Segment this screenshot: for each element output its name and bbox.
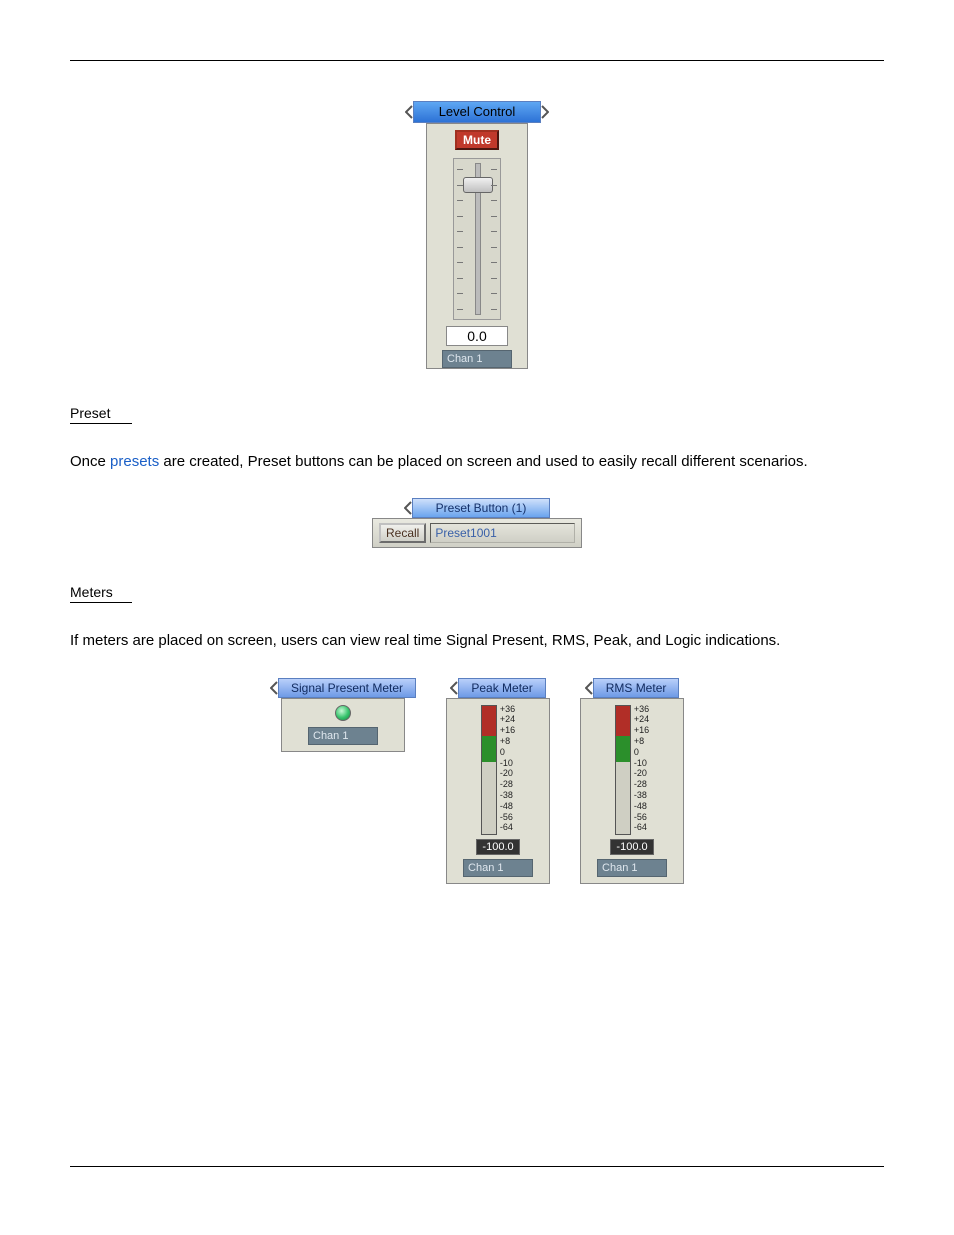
grip-left-icon bbox=[450, 681, 458, 695]
peak-bar bbox=[481, 705, 497, 835]
scale-label: -28 bbox=[500, 780, 515, 789]
scale-label: -64 bbox=[500, 823, 515, 832]
scale-label: +36 bbox=[634, 705, 649, 714]
mute-button[interactable]: Mute bbox=[455, 130, 499, 150]
rms-scale: +36+24 +16 +8 0 -10-20 -28 -38 -48 -56-64 bbox=[634, 705, 649, 833]
preset-underline bbox=[70, 423, 132, 424]
scale-label: -38 bbox=[500, 791, 515, 800]
level-channel-label: Chan 1 bbox=[442, 350, 512, 368]
level-control-title: Level Control bbox=[413, 101, 541, 123]
scale-label: +16 bbox=[500, 726, 515, 735]
signal-led-icon bbox=[335, 705, 351, 721]
scale-label: -28 bbox=[634, 780, 649, 789]
peak-channel-label: Chan 1 bbox=[463, 859, 533, 877]
grip-left-icon bbox=[585, 681, 593, 695]
level-slider[interactable] bbox=[453, 158, 501, 320]
preset-para-suffix: are created, Preset buttons can be place… bbox=[159, 453, 807, 470]
peak-value: -100.0 bbox=[476, 839, 520, 855]
rms-bar bbox=[615, 705, 631, 835]
preset-button-widget: Preset Button (1) Recall Preset1001 bbox=[372, 498, 582, 548]
meters-underline bbox=[70, 602, 132, 603]
scale-label: +8 bbox=[634, 737, 649, 746]
scale-label: -56 bbox=[500, 813, 515, 822]
scale-label: +24 bbox=[500, 715, 515, 724]
preset-name-field[interactable]: Preset1001 bbox=[430, 523, 575, 543]
rms-title: RMS Meter bbox=[593, 678, 680, 698]
rms-channel-label: Chan 1 bbox=[597, 859, 667, 877]
scale-label: +8 bbox=[500, 737, 515, 746]
level-value: 0.0 bbox=[446, 326, 508, 346]
spm-title: Signal Present Meter bbox=[278, 678, 416, 698]
scale-label: -64 bbox=[634, 823, 649, 832]
scale-label: -20 bbox=[500, 769, 515, 778]
scale-label: 0 bbox=[634, 748, 649, 757]
signal-present-meter: Signal Present Meter Chan 1 bbox=[270, 678, 416, 884]
rms-value: -100.0 bbox=[610, 839, 654, 855]
grip-left-icon bbox=[405, 105, 413, 119]
peak-meter: Peak Meter +36+24 +16 +8 0 -10-20 -28 -38 -48 -5… bbox=[446, 678, 550, 884]
rms-meter: RMS Meter +36+24 +16 +8 0 -10-20 -28 -38 -48 -56… bbox=[580, 678, 684, 884]
slider-thumb[interactable] bbox=[463, 177, 493, 193]
presets-link[interactable]: presets bbox=[110, 453, 159, 470]
scale-label: +24 bbox=[634, 715, 649, 724]
level-control-widget: Level Control Mute 0.0 Chan 1 bbox=[405, 101, 549, 369]
scale-label: -20 bbox=[634, 769, 649, 778]
scale-label: +36 bbox=[500, 705, 515, 714]
meters-heading: Meters bbox=[70, 584, 884, 600]
preset-paragraph: Once presets are created, Preset buttons… bbox=[70, 452, 884, 472]
preset-widget-title: Preset Button (1) bbox=[412, 498, 550, 518]
top-divider bbox=[70, 60, 884, 61]
scale-label: 0 bbox=[500, 748, 515, 757]
scale-label: +16 bbox=[634, 726, 649, 735]
grip-left-icon bbox=[270, 681, 278, 695]
grip-left-icon bbox=[404, 501, 412, 515]
scale-label: -48 bbox=[634, 802, 649, 811]
peak-title: Peak Meter bbox=[458, 678, 545, 698]
preset-para-prefix: Once bbox=[70, 453, 110, 470]
grip-right-icon bbox=[541, 105, 549, 119]
preset-heading: Preset bbox=[70, 405, 884, 421]
scale-label: -10 bbox=[634, 759, 649, 768]
scale-label: -10 bbox=[500, 759, 515, 768]
peak-scale: +36+24 +16 +8 0 -10-20 -28 -38 -48 -56-64 bbox=[500, 705, 515, 833]
scale-label: -48 bbox=[500, 802, 515, 811]
meters-paragraph: If meters are placed on screen, users ca… bbox=[70, 631, 884, 651]
bottom-divider bbox=[70, 1166, 884, 1167]
spm-channel-label: Chan 1 bbox=[308, 727, 378, 745]
recall-button[interactable]: Recall bbox=[379, 523, 426, 543]
scale-label: -38 bbox=[634, 791, 649, 800]
scale-label: -56 bbox=[634, 813, 649, 822]
